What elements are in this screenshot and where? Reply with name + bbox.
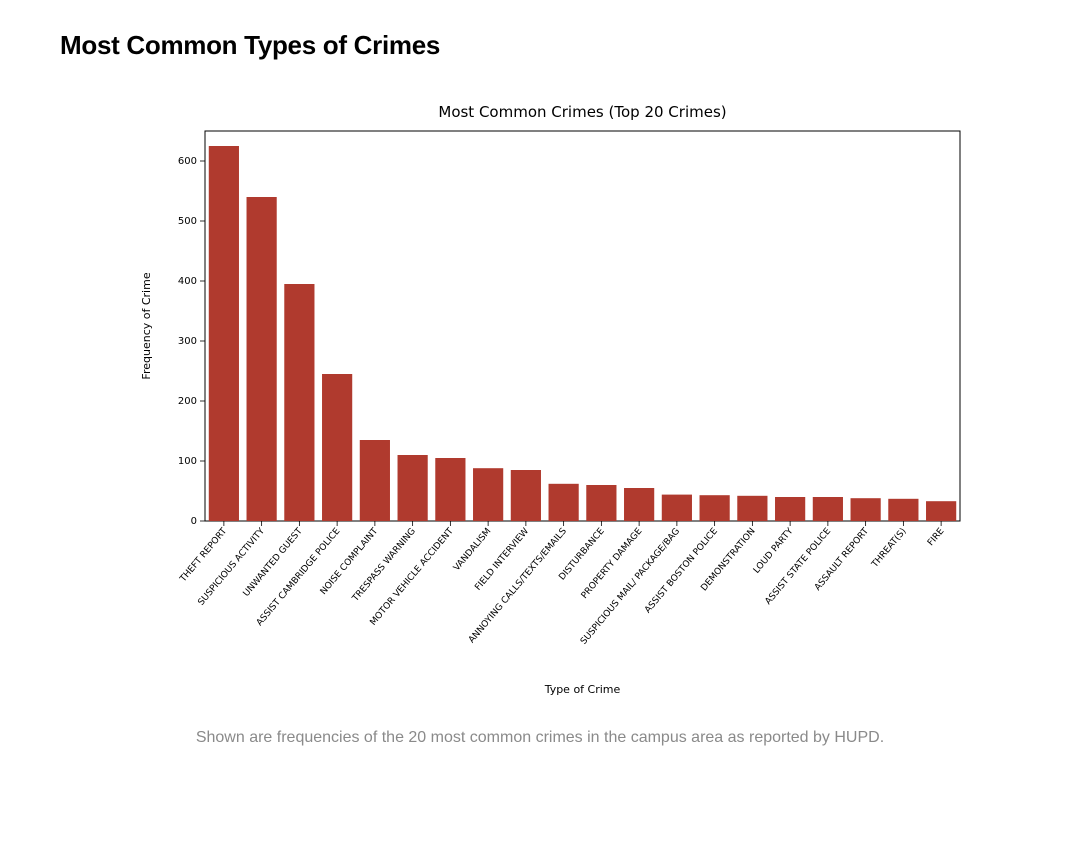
ytick-label: 500 [178,216,197,227]
bar [549,484,579,521]
bar [813,497,843,521]
bar [398,455,428,521]
xtick-label: LOUD PARTY [752,526,796,576]
page-container: Most Common Types of Crimes 0 100 200 300 40… [0,0,1080,767]
ytick-label: 400 [178,276,197,287]
xtick-label: FIRE [926,526,947,548]
ytick-label: 0 [191,516,197,527]
xtick-label: THREAT(S) [870,527,909,571]
x-axis-label: Type of Crime [544,683,621,696]
y-axis-label: Frequency of Crime [140,272,153,379]
page-title: Most Common Types of Crimes [60,30,1020,61]
bar [209,146,239,521]
xtick-label: VANDALISM [452,527,493,574]
bar [284,284,314,521]
bar [851,498,881,521]
bar [511,470,541,521]
xtick-label: MOTOR VEHICLE ACCIDENT [368,526,456,628]
xtick-label: ASSIST STATE POLICE [763,526,833,607]
bar-chart: 0100200300400500600THEFT REPORTSUSPICIOU… [105,91,975,711]
ytick-label: 100 [178,456,197,467]
plot-border [205,131,960,521]
chart-caption: Shown are frequencies of the 20 most com… [60,729,1020,747]
xtick-label: TRESPASS WARNING [350,526,418,604]
ytick-label: 300 [178,336,197,347]
bar [473,468,503,521]
bar [435,458,465,521]
bar [737,496,767,521]
chart-area: 0100200300400500600THEFT REPORTSUSPICIOU… [60,91,1020,747]
bar [586,485,616,521]
ytick-label: 600 [178,156,197,167]
bar [775,497,805,521]
chart-title: Most Common Crimes (Top 20 Crimes) [438,103,726,121]
bar [624,488,654,521]
xtick-label: SUSPICIOUS ACTIVITY [197,526,268,608]
bar [322,374,352,521]
bar [888,499,918,521]
ytick-label: 200 [178,396,197,407]
bar [926,501,956,521]
xtick-label: ASSIST BOSTON POLICE [643,526,720,615]
bar [247,197,277,521]
bar [662,495,692,521]
bar [700,495,730,521]
bar [360,440,390,521]
